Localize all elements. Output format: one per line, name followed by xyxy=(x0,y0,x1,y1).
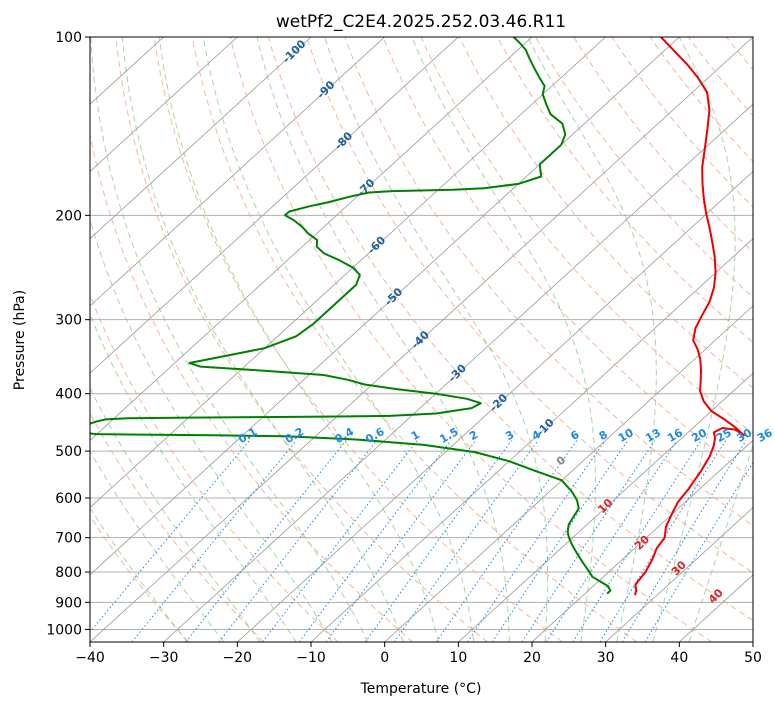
y-tick-label: 200 xyxy=(55,208,82,224)
y-tick-label: 100 xyxy=(55,30,82,46)
y-tick-label: 300 xyxy=(55,313,82,329)
x-tick-label: −30 xyxy=(149,650,179,666)
chart-title: wetPf2_C2E4.2025.252.03.46.R11 xyxy=(276,12,566,32)
y-tick-label: 400 xyxy=(55,387,82,403)
y-tick-label: 600 xyxy=(55,491,82,507)
y-tick-label: 1000 xyxy=(46,622,82,638)
y-tick-label: 800 xyxy=(55,565,82,581)
y-tick-label: 900 xyxy=(55,595,82,611)
x-axis-label: Temperature (°C) xyxy=(360,681,482,697)
y-axis-label: Pressure (hPa) xyxy=(12,290,28,390)
y-tick-label: 500 xyxy=(55,444,82,460)
x-tick-label: 10 xyxy=(449,650,467,666)
x-tick-label: −40 xyxy=(75,650,105,666)
x-tick-label: 30 xyxy=(597,650,615,666)
x-tick-label: 0 xyxy=(380,650,389,666)
x-tick-label: 50 xyxy=(744,650,762,666)
x-tick-label: −20 xyxy=(223,650,253,666)
y-tick-label: 700 xyxy=(55,531,82,547)
x-tick-label: 40 xyxy=(670,650,688,666)
x-tick-label: 20 xyxy=(523,650,541,666)
x-tick-label: −10 xyxy=(296,650,326,666)
